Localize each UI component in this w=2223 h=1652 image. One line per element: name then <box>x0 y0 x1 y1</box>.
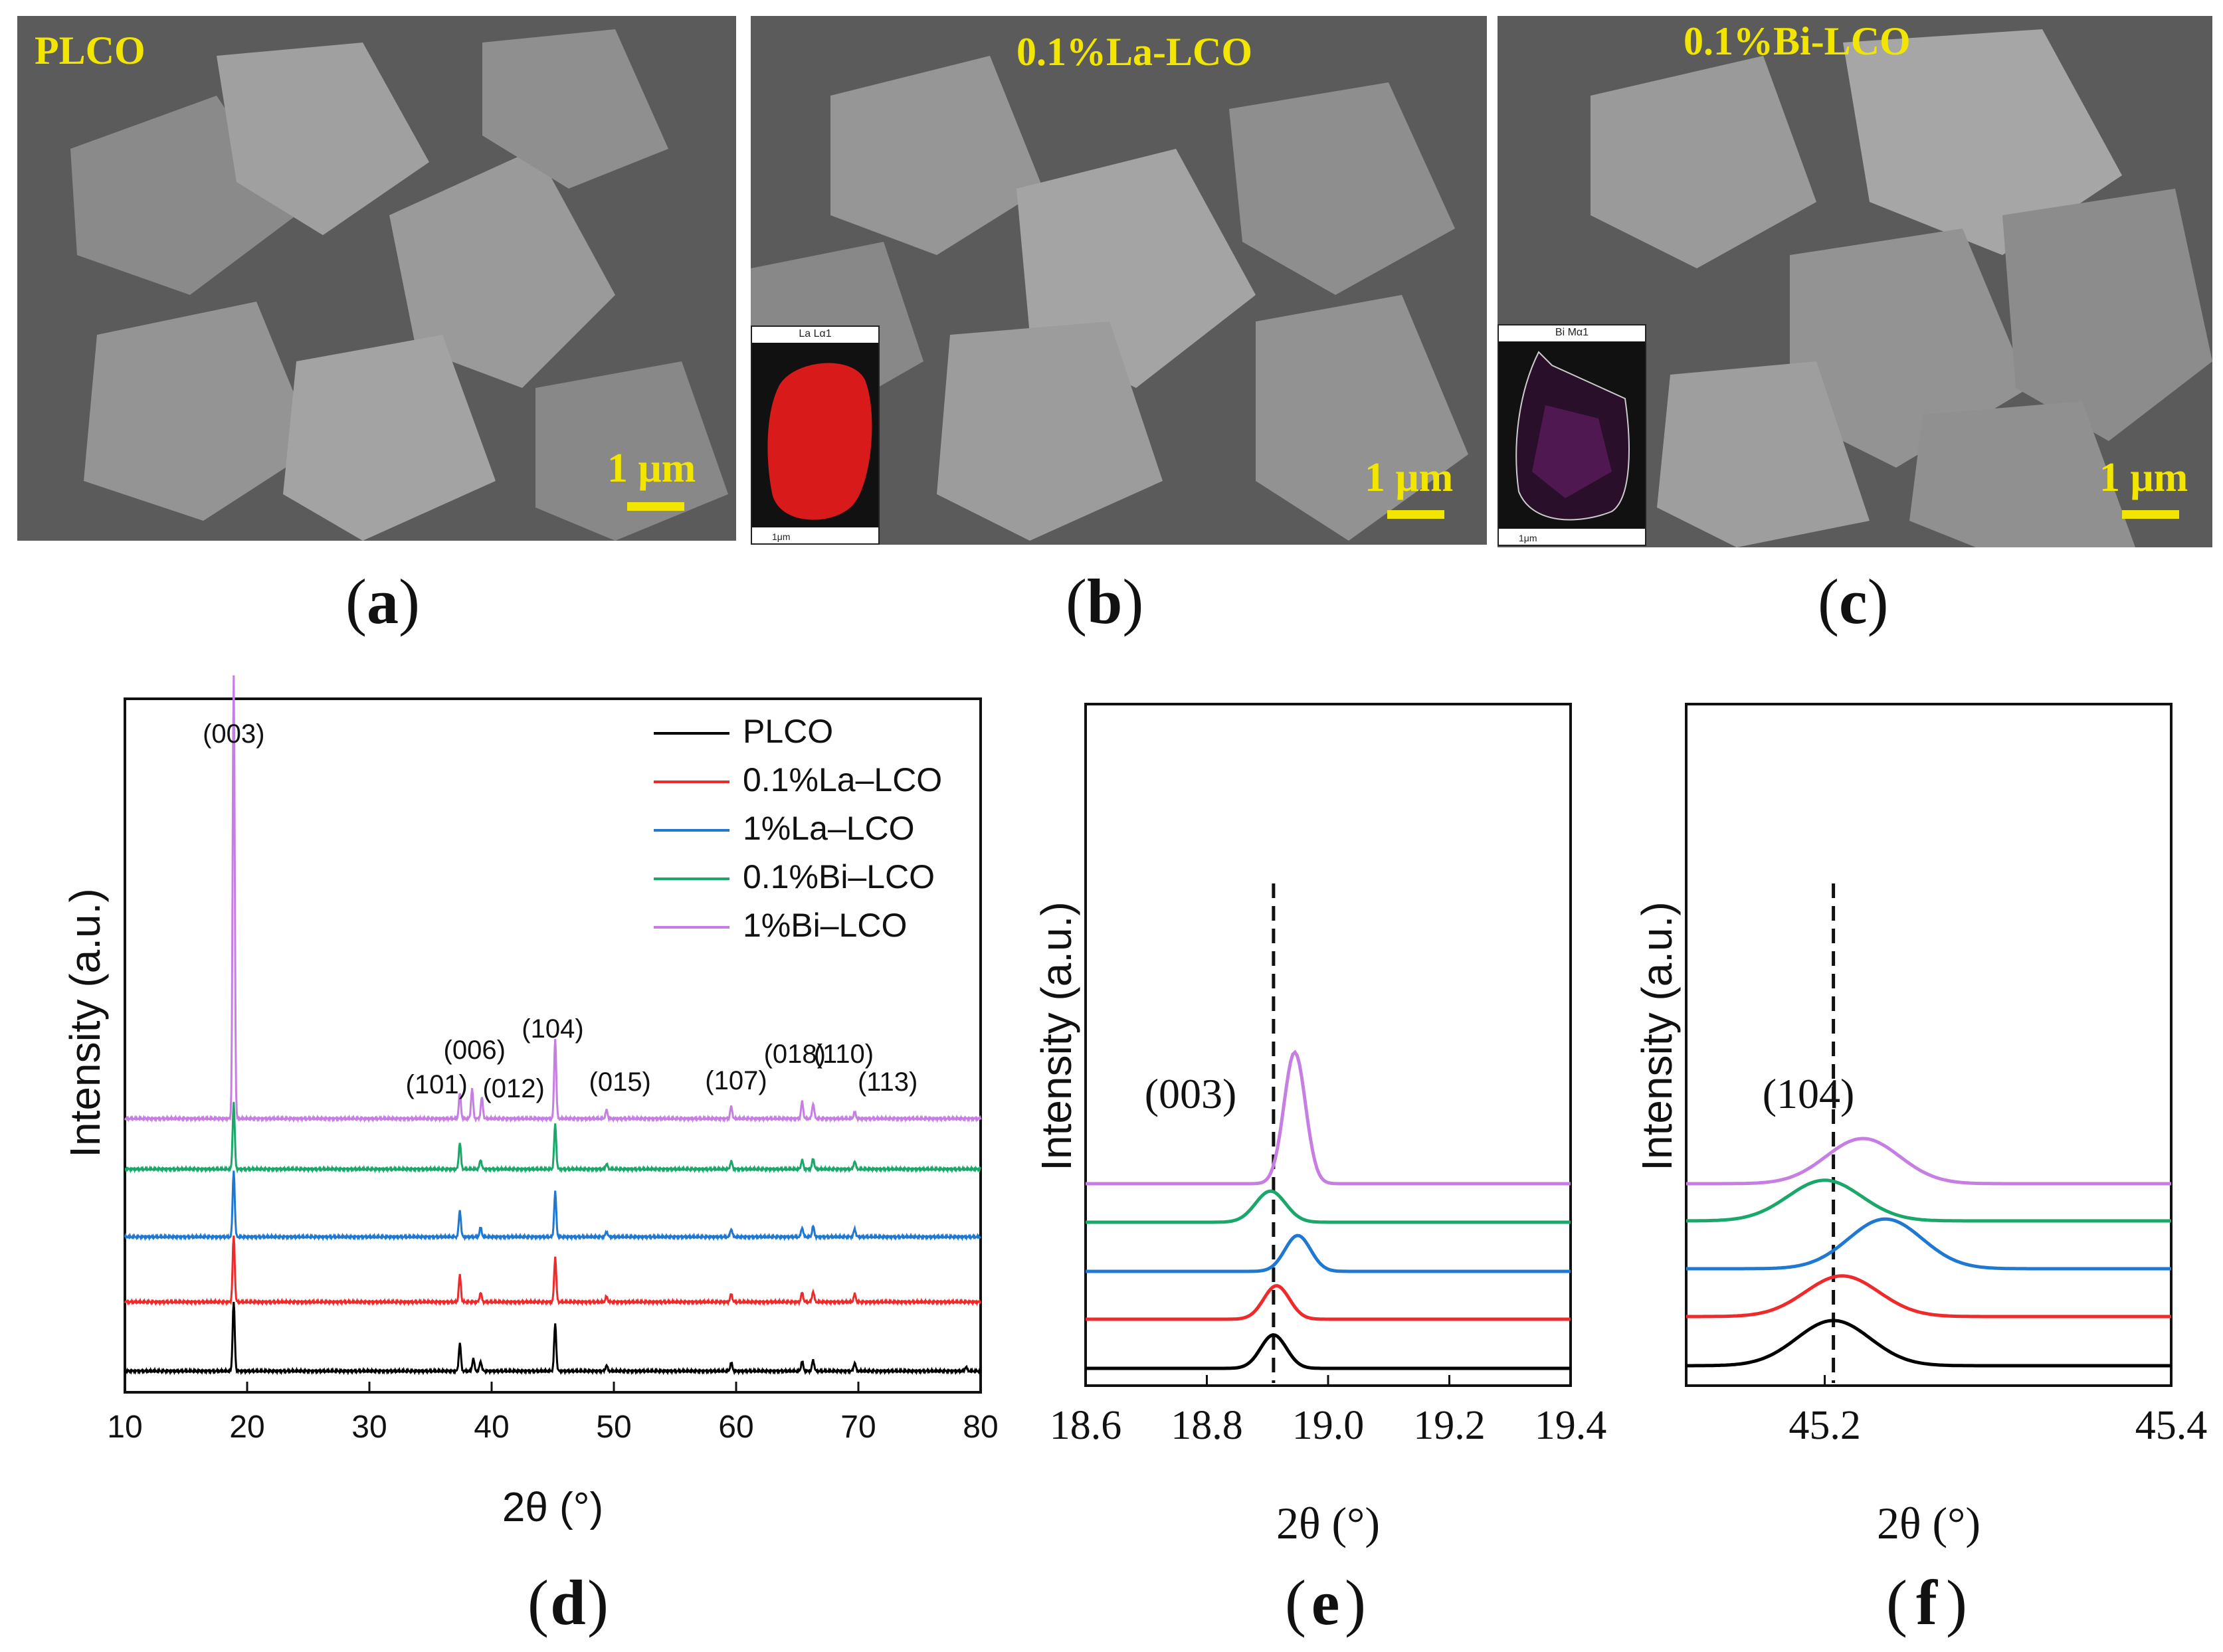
legend-label-d: 1%Bi–LCO <box>743 907 907 944</box>
xrd-series-line-d <box>124 675 982 1123</box>
eds-map-bi <box>1499 341 1645 529</box>
panel-label-d-paren: ( <box>528 1567 549 1638</box>
xrd-zoom-line-e <box>1086 1284 1571 1321</box>
panel-label-e-paren: ( <box>1285 1567 1306 1638</box>
scale-text-b: 1 μm <box>1365 455 1454 500</box>
plot-frame-f <box>1685 703 2173 1387</box>
peak-label-d: (018) <box>764 1040 826 1069</box>
panel-label-f: f <box>1916 1567 1938 1638</box>
eds-inset-la-title: La Lα1 <box>799 328 832 339</box>
peak-label-d: (101) <box>406 1070 468 1099</box>
sem-title-a: PLCO <box>35 29 145 72</box>
eds-inset-la-scale: 1μm <box>772 531 791 542</box>
legend-label-d: PLCO <box>743 713 833 750</box>
panel-label-d: d <box>550 1567 585 1638</box>
x-tick-label-d: 40 <box>474 1410 509 1445</box>
x-tick-label-e: 19.2 <box>1413 1403 1486 1448</box>
x-tick-label-d: 10 <box>107 1410 142 1445</box>
scale-text-a: 1 μm <box>607 446 696 491</box>
y-axis-title-f: Intensity (a.u.) <box>1633 901 1681 1171</box>
xrd-series-line-d <box>124 1101 982 1174</box>
x-axis-title-d: 2θ (°) <box>502 1485 603 1530</box>
peak-label-d: (012) <box>482 1074 544 1103</box>
peak-label-f: (104) <box>1763 1070 1855 1117</box>
xrd-zoom-line-e <box>1086 1050 1571 1186</box>
sem-image-bi: 0.1%Bi-LCO Bi Mα1 1μm 1 μm <box>1498 16 2212 547</box>
x-tick-label-f: 45.2 <box>1788 1403 1861 1448</box>
x-axis-title-f: 2θ (°) <box>1877 1498 1981 1548</box>
x-tick-label-e: 19.4 <box>1535 1403 1607 1448</box>
xrd-series-line-d <box>124 1236 982 1307</box>
x-tick-label-d: 80 <box>963 1410 998 1445</box>
sem-particles-c <box>1591 29 2212 547</box>
legend-label-d: 0.1%Bi–LCO <box>743 858 935 895</box>
xrd-charts: 10 20 30 40 50 60 70 80 2θ (°) Intensity (a.u.) (0… <box>61 675 2208 1638</box>
panel-label-b: (b) <box>1066 566 1144 637</box>
xrd-zoom-line-f <box>1686 1319 2171 1368</box>
peak-label-d: (110) <box>814 1040 874 1069</box>
xrd-zoom-line-f <box>1686 1178 2171 1223</box>
sem-title-c: 0.1%Bi-LCO <box>1684 19 1911 63</box>
peak-label-d: (003) <box>203 719 264 749</box>
xrd-series-line-d <box>124 1301 982 1376</box>
peak-label-d: (015) <box>589 1067 651 1097</box>
x-tick-label-e: 19.0 <box>1292 1403 1365 1448</box>
panel-label-e: e <box>1311 1567 1340 1638</box>
eds-inset-la: La Lα1 1μm <box>751 325 880 545</box>
x-tick-label-f: 45.4 <box>2135 1403 2208 1448</box>
panel-label-d-paren: ) <box>587 1567 609 1638</box>
x-axis-title-e: 2θ (°) <box>1276 1498 1380 1548</box>
panel-label-c: (c) <box>1818 566 1889 637</box>
peak-label-e: (003) <box>1145 1070 1237 1117</box>
peak-label-d: (113) <box>858 1067 918 1097</box>
eds-inset-bi: Bi Mα1 1μm <box>1498 324 1646 546</box>
panel-label-a: (a) <box>345 566 420 637</box>
x-tick-label-d: 70 <box>840 1410 876 1445</box>
xrd-series-line-d <box>124 1170 982 1241</box>
eds-inset-bi-scale: 1μm <box>1519 533 1537 543</box>
scale-bar-b <box>1387 510 1444 519</box>
peak-label-d: (006) <box>444 1036 506 1065</box>
sem-image-la: 0.1%La-LCO La Lα1 1μm 1 μm <box>751 16 1487 545</box>
peak-label-d: (107) <box>705 1066 767 1095</box>
y-axis-title-d: Intensity (a.u.) <box>61 888 109 1158</box>
y-axis-title-e: Intensity (a.u.) <box>1032 901 1080 1171</box>
xrd-zoom-line-e <box>1086 1333 1571 1370</box>
sem-image-plco: PLCO 1 μm <box>17 16 736 541</box>
x-tick-label-d: 60 <box>718 1410 753 1445</box>
panel-label-e-paren: ) <box>1345 1567 1366 1638</box>
x-tick-label-d: 30 <box>351 1410 387 1445</box>
sem-title-b: 0.1%La-LCO <box>1016 30 1253 74</box>
xrd-zoom-line-e <box>1086 1189 1571 1224</box>
x-tick-label-d: 50 <box>596 1410 631 1445</box>
x-tick-label-e: 18.6 <box>1050 1403 1122 1448</box>
plot-frame-e <box>1084 703 1572 1387</box>
legend-label-d: 0.1%La–LCO <box>743 761 942 798</box>
sem-particles-a <box>70 29 728 541</box>
scale-text-c: 1 μm <box>2099 455 2188 500</box>
xrd-zoom-line-e <box>1086 1234 1571 1273</box>
xrd-zoom-line-f <box>1686 1137 2171 1186</box>
legend-label-d: 1%La–LCO <box>743 810 915 847</box>
x-tick-label-d: 20 <box>229 1410 264 1445</box>
xrd-zoom-line-f <box>1686 1217 2171 1271</box>
xrd-zoom-line-f <box>1686 1274 2171 1319</box>
eds-inset-bi-title: Bi Mα1 <box>1555 327 1589 338</box>
peak-label-d: (104) <box>522 1014 583 1044</box>
panel-label-f-paren: ( <box>1886 1567 1907 1638</box>
x-tick-label-e: 18.8 <box>1171 1403 1243 1448</box>
eds-map-la <box>752 343 878 527</box>
panel-label-f-paren: ) <box>1946 1567 1967 1638</box>
scale-bar-a <box>627 502 684 511</box>
scale-bar-c <box>2122 510 2179 519</box>
plot-frame-d <box>124 697 982 1394</box>
